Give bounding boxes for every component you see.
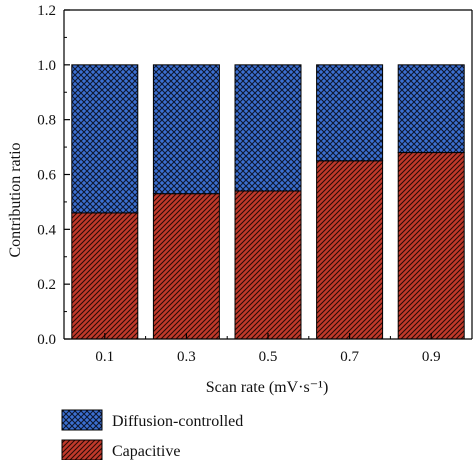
bars-layer (71, 64, 465, 340)
y-tick-label: 0.2 (37, 277, 56, 293)
legend-swatch (61, 439, 103, 461)
legend-label: Capacitive (112, 443, 180, 460)
bar-capacitive-0.9 (397, 152, 465, 340)
bar-capacitive-0.5 (234, 190, 302, 340)
bar-capacitive-0.3 (152, 193, 220, 340)
bar-capacitive-0.7 (316, 160, 384, 340)
x-tick-label: 0.1 (95, 349, 114, 365)
y-tick-label: 0.6 (37, 168, 56, 184)
y-tick-label: 0.8 (37, 113, 56, 129)
y-tick-label: 1.2 (37, 3, 56, 19)
y-tick-label: 0.0 (37, 332, 56, 348)
y-tick-label: 0.4 (37, 222, 56, 238)
bar-diffusion-0.7 (316, 64, 384, 162)
bar-diffusion-0.5 (234, 64, 302, 192)
legend-swatch (61, 409, 103, 431)
bar-diffusion-0.9 (397, 64, 465, 154)
bar-capacitive-0.1 (71, 212, 139, 340)
ticks-layer: 0.0 0.2 0.4 0.6 0.8 1.0 1.2 0.1 0.3 0.5 0.7 0.9 (37, 3, 440, 365)
legend: Diffusion-controlled Capacitive (61, 409, 243, 461)
y-tick-label: 1.0 (37, 58, 56, 74)
x-axis-title: Scan rate (mV·s⁻¹) (206, 379, 329, 396)
x-tick-label: 0.9 (422, 349, 441, 365)
x-tick-label: 0.5 (259, 349, 278, 365)
bar-diffusion-0.3 (152, 64, 220, 195)
bar-diffusion-0.1 (71, 64, 139, 214)
y-axis-title: Contribution ratio (7, 142, 24, 257)
x-tick-label: 0.7 (340, 349, 359, 365)
x-tick-label: 0.3 (177, 349, 196, 365)
legend-label: Diffusion-controlled (112, 413, 243, 430)
